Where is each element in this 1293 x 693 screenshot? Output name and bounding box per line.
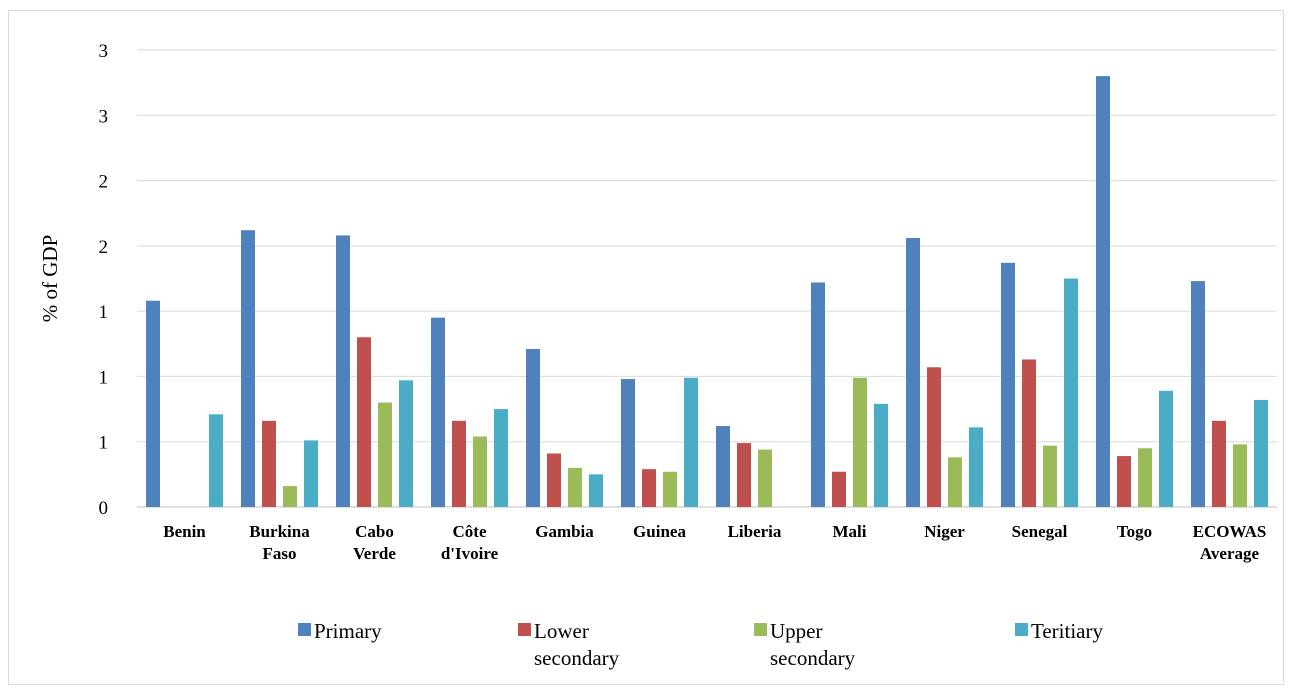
bar-lower-secondary: [262, 420, 276, 507]
y-tick-label: 2: [99, 237, 109, 258]
bar-chart: 0 1 1 1 2 2 3 3 % of GDP Benin Burkina Faso Cabo Verd…: [38, 41, 1277, 670]
y-tick-label: 1: [99, 433, 109, 454]
bar-teritiary: [494, 409, 508, 507]
legend-swatch-primary: [298, 623, 311, 636]
bar-primary: [1001, 262, 1015, 507]
bar-primary: [526, 349, 540, 507]
bar-teritiary: [1254, 399, 1268, 507]
legend-label: secondary: [534, 646, 620, 670]
chart-frame: 0 1 1 1 2 2 3 3 % of GDP Benin Burkina Faso Cabo Verd…: [8, 10, 1284, 685]
x-tick-label: Burkina: [249, 522, 310, 541]
x-tick-label: Benin: [163, 522, 206, 541]
x-tick-label: Cabo: [355, 522, 394, 541]
legend-swatch-upper-secondary: [754, 623, 767, 636]
bar-lower-secondary: [927, 367, 941, 507]
x-tick-label: Average: [1200, 544, 1260, 563]
bar-lower-secondary: [452, 420, 466, 507]
y-tick-label: 3: [99, 106, 109, 127]
bar-teritiary: [969, 427, 983, 507]
y-tick-label: 1: [99, 367, 109, 388]
bar-primary: [716, 426, 730, 507]
bar-upper-secondary: [378, 402, 392, 507]
legend-label: Lower: [534, 619, 589, 643]
bar-teritiary: [1159, 390, 1173, 507]
bar-primary: [811, 282, 825, 507]
x-tick-label: Niger: [924, 522, 965, 541]
bar-primary: [146, 300, 160, 507]
x-tick-label: Togo: [1117, 522, 1152, 541]
bar-upper-secondary: [283, 486, 297, 507]
bar-teritiary: [684, 377, 698, 507]
legend-label: Teritiary: [1031, 619, 1103, 643]
bar-teritiary: [209, 414, 223, 507]
bar-upper-secondary: [663, 471, 677, 507]
legend-swatch-lower-secondary: [518, 623, 531, 636]
y-tick-label: 1: [99, 302, 109, 323]
bar-primary: [431, 317, 445, 507]
x-tick-label: Faso: [263, 544, 297, 563]
bar-upper-secondary: [568, 467, 582, 507]
x-tick-label: Mali: [833, 522, 867, 541]
bar-lower-secondary: [737, 443, 751, 507]
bar-primary: [621, 379, 635, 507]
x-tick-label: ECOWAS: [1193, 522, 1267, 541]
bar-lower-secondary: [832, 471, 846, 507]
bar-upper-secondary: [473, 436, 487, 507]
legend-swatch-teritiary: [1015, 623, 1028, 636]
bar-upper-secondary: [1138, 448, 1152, 507]
legend-label: Upper: [770, 619, 822, 643]
bar-primary: [1191, 281, 1205, 507]
bar-upper-secondary: [853, 377, 867, 507]
x-tick-label: Senegal: [1012, 522, 1068, 541]
bar-lower-secondary: [1117, 456, 1131, 507]
bar-primary: [1096, 76, 1110, 507]
y-tick-label: 3: [99, 41, 109, 62]
bar-upper-secondary: [948, 457, 962, 507]
x-tick-label: Côte: [453, 522, 487, 541]
bar-teritiary: [874, 403, 888, 507]
bar-upper-secondary: [1233, 444, 1247, 507]
bar-primary: [241, 230, 255, 507]
x-tick-label: Gambia: [535, 522, 594, 541]
y-tick-label: 0: [99, 498, 109, 519]
y-tick-label: 2: [99, 172, 109, 193]
x-tick-label: Liberia: [728, 522, 782, 541]
x-tick-label: d'Ivoire: [441, 544, 499, 563]
bar-lower-secondary: [357, 337, 371, 507]
bar-upper-secondary: [1043, 445, 1057, 507]
bar-lower-secondary: [1212, 420, 1226, 507]
bar-primary: [906, 238, 920, 507]
bar-teritiary: [589, 474, 603, 507]
bar-lower-secondary: [547, 453, 561, 507]
bar-upper-secondary: [758, 449, 772, 507]
legend-label: Primary: [314, 619, 382, 643]
bar-lower-secondary: [642, 469, 656, 507]
x-tick-label: Verde: [353, 544, 396, 563]
x-tick-label: Guinea: [633, 522, 686, 541]
bar-teritiary: [399, 380, 413, 507]
bar-teritiary: [304, 440, 318, 507]
y-axis-title: % of GDP: [38, 235, 62, 323]
legend-label: secondary: [770, 646, 856, 670]
bar-teritiary: [1064, 278, 1078, 507]
bar-lower-secondary: [1022, 359, 1036, 507]
bar-primary: [336, 235, 350, 507]
